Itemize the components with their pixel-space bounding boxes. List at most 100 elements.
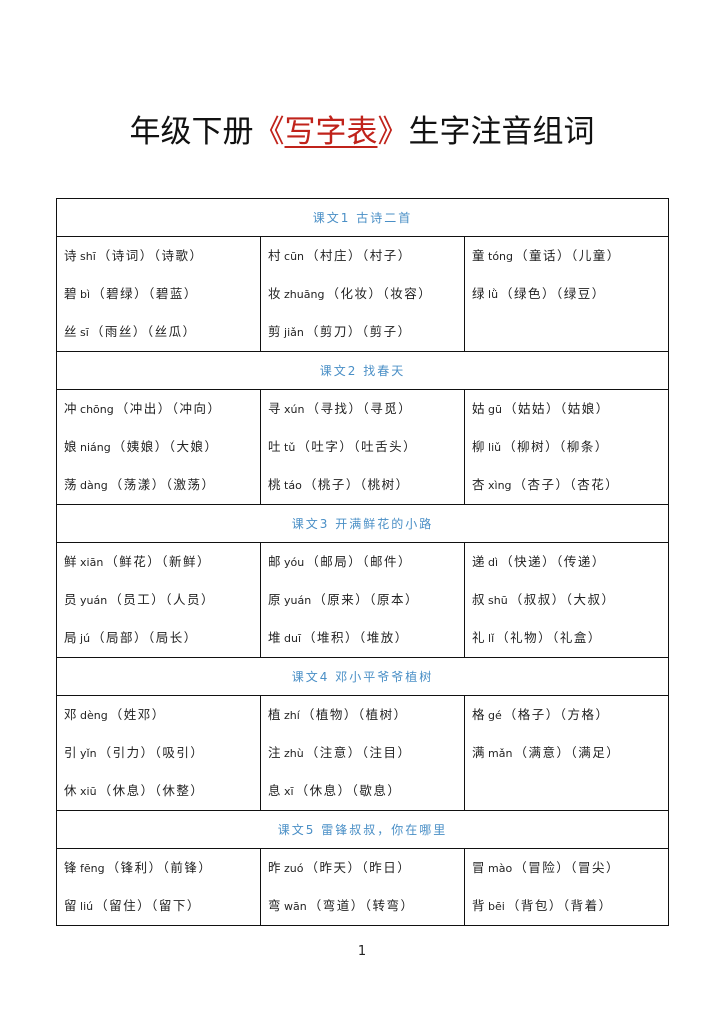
pinyin: tóng <box>488 250 514 263</box>
lesson-body-row: 锋 fēng （锋利）（前锋）留 liú （留住）（留下）昨 zuó （昨天）（昨日）弯 wā… <box>56 848 669 926</box>
vocab-char: 剪 <box>268 324 283 339</box>
example-words: （杏子）（杏花） <box>513 477 620 492</box>
vocab-cell: 昨 zuó （昨天）（昨日）弯 wān （弯道）（转弯） <box>260 848 465 926</box>
pinyin: dèng <box>80 709 108 722</box>
lesson-body-row: 鲜 xiān （鲜花）（新鲜）员 yuán （员工）（人员）局 jú （局部）（局长）邮 yó… <box>56 542 669 658</box>
example-words: （姨娘）（大娘） <box>112 439 219 454</box>
vocab-char: 妆 <box>268 286 283 301</box>
pinyin: shū <box>488 594 508 607</box>
vocab-entry: 丝 sī （雨丝）（丝瓜） <box>64 313 260 351</box>
example-words: （冲出）（冲向） <box>115 401 222 416</box>
vocab-cell: 诗 shī （诗词）（诗歌）碧 bì （碧绿）（碧蓝）丝 sī （雨丝）（丝瓜） <box>56 236 261 352</box>
example-words: （满意）（满足） <box>514 745 621 760</box>
vocab-cell: 鲜 xiān （鲜花）（新鲜）员 yuán （员工）（人员）局 jú （局部）（局长） <box>56 542 261 658</box>
pinyin: yǐn <box>80 747 97 760</box>
vocab-char: 绿 <box>472 286 487 301</box>
example-words: （寻找）（寻觅） <box>306 401 413 416</box>
example-words: （堆积）（堆放） <box>303 630 409 645</box>
vocab-char: 息 <box>268 783 283 798</box>
example-words: （村庄）（村子） <box>306 248 412 263</box>
title-open-bracket: 《 <box>253 114 285 150</box>
vocab-cell: 邮 yóu （邮局）（邮件）原 yuán （原来）（原本）堆 duī （堆积）（堆放） <box>260 542 465 658</box>
vocab-entry: 剪 jiǎn （剪刀）（剪子） <box>268 313 464 351</box>
vocab-cell: 寻 xún （寻找）（寻觅）吐 tǔ （吐字）（吐舌头）桃 táo （桃子）（桃树） <box>260 389 465 505</box>
vocab-char: 堆 <box>268 630 283 645</box>
pinyin: zhí <box>284 709 300 722</box>
pinyin: mào <box>488 862 513 875</box>
vocab-entry: 格 gé （格子）（方格） <box>472 696 668 734</box>
vocab-char: 背 <box>472 898 487 913</box>
vocab-char: 休 <box>64 783 79 798</box>
vocab-char: 礼 <box>472 630 487 645</box>
example-words: （雨丝）（丝瓜） <box>90 324 197 339</box>
lesson-heading: 课文1 古诗二首 <box>56 198 669 237</box>
example-words: （昨天）（昨日） <box>305 860 412 875</box>
pinyin: zhù <box>284 747 304 760</box>
example-words: （礼物）（礼盒） <box>496 630 602 645</box>
vocab-char: 鲜 <box>64 554 79 569</box>
pinyin: zuó <box>284 862 304 875</box>
vocab-entry: 昨 zuó （昨天）（昨日） <box>268 849 464 887</box>
pinyin: yuán <box>284 594 312 607</box>
vocab-entry: 寻 xún （寻找）（寻觅） <box>268 390 464 428</box>
lesson-heading: 课文3 开满鲜花的小路 <box>56 504 669 543</box>
example-words: （原来）（原本） <box>313 592 419 607</box>
pinyin: lǜ <box>488 288 499 301</box>
vocab-entry: 锋 fēng （锋利）（前锋） <box>64 849 260 887</box>
vocab-entry: 碧 bì （碧绿）（碧蓝） <box>64 275 260 313</box>
example-words: （化妆）（妆容） <box>326 286 433 301</box>
vocab-cell: 锋 fēng （锋利）（前锋）留 liú （留住）（留下） <box>56 848 261 926</box>
example-words: （员工）（人员） <box>109 592 215 607</box>
vocab-entry: 递 dì （快递）（传递） <box>472 543 668 581</box>
page-title: 年级下册《写字表》生字注音组词 <box>0 106 724 151</box>
lesson-heading-row: 课文2 找春天 <box>56 351 669 390</box>
vocab-char: 邓 <box>64 707 79 722</box>
lesson-heading: 课文2 找春天 <box>56 351 669 390</box>
vocab-cell: 植 zhí （植物）（植树）注 zhù （注意）（注目）息 xī （休息）（歇息） <box>260 695 465 811</box>
vocab-entry: 冒 mào （冒险）（冒尖） <box>472 849 668 887</box>
vocab-cell: 童 tóng （童话）（儿童）绿 lǜ （绿色）（绿豆） <box>464 236 669 352</box>
example-words: （邮局）（邮件） <box>306 554 412 569</box>
pinyin: xìng <box>488 479 512 492</box>
vocab-char: 昨 <box>268 860 283 875</box>
vocab-char: 留 <box>64 898 79 913</box>
example-words: （吐字）（吐舌头） <box>297 439 418 454</box>
vocab-cell: 邓 dèng （姓邓）引 yǐn （引力）（吸引）休 xiū （休息）（休整） <box>56 695 261 811</box>
pinyin: gé <box>488 709 502 722</box>
vocab-char: 姑 <box>472 401 487 416</box>
vocab-char: 童 <box>472 248 487 263</box>
pinyin: dì <box>488 556 499 569</box>
lesson-heading-row: 课文1 古诗二首 <box>56 198 669 237</box>
lesson-heading: 课文5 雷锋叔叔，你在哪里 <box>56 810 669 849</box>
pinyin: xún <box>284 403 305 416</box>
vocab-char: 丝 <box>64 324 79 339</box>
vocab-cell: 冒 mào （冒险）（冒尖）背 bēi （背包）（背着） <box>464 848 669 926</box>
pinyin: fēng <box>80 862 105 875</box>
vocab-char: 弯 <box>268 898 283 913</box>
title-prefix: 年级下册 <box>129 114 254 150</box>
vocab-char: 植 <box>268 707 283 722</box>
example-words: （引力）（吸引） <box>98 745 205 760</box>
vocab-entry: 背 bēi （背包）（背着） <box>472 887 668 925</box>
vocab-char: 娘 <box>64 439 79 454</box>
vocab-entry: 绿 lǜ （绿色）（绿豆） <box>472 275 668 313</box>
pinyin: bēi <box>488 900 505 913</box>
lesson-heading-row: 课文5 雷锋叔叔，你在哪里 <box>56 810 669 849</box>
example-words: （冒险）（冒尖） <box>514 860 620 875</box>
example-words: （桃子）（桃树） <box>303 477 410 492</box>
example-words: （绿色）（绿豆） <box>500 286 606 301</box>
vocab-entry: 邮 yóu （邮局）（邮件） <box>268 543 464 581</box>
pinyin: zhuāng <box>284 288 325 301</box>
example-words: （鲜花）（新鲜） <box>105 554 212 569</box>
vocab-cell: 格 gé （格子）（方格）满 mǎn （满意）（满足） <box>464 695 669 811</box>
vocab-entry: 植 zhí （植物）（植树） <box>268 696 464 734</box>
example-words: （童话）（儿童） <box>515 248 621 263</box>
vocab-char: 格 <box>472 707 487 722</box>
vocab-entry: 村 cūn （村庄）（村子） <box>268 237 464 275</box>
vocab-entry: 童 tóng （童话）（儿童） <box>472 237 668 275</box>
vocab-entry: 息 xī （休息）（歇息） <box>268 772 464 810</box>
lesson-body-row: 诗 shī （诗词）（诗歌）碧 bì （碧绿）（碧蓝）丝 sī （雨丝）（丝瓜）村 cūn （村… <box>56 236 669 352</box>
vocab-cell: 冲 chōng （冲出）（冲向）娘 niáng （姨娘）（大娘）荡 dàng （荡漾）（激荡… <box>56 389 261 505</box>
pinyin: tǔ <box>284 441 296 454</box>
vocab-entry: 叔 shū （叔叔）（大叔） <box>472 581 668 619</box>
